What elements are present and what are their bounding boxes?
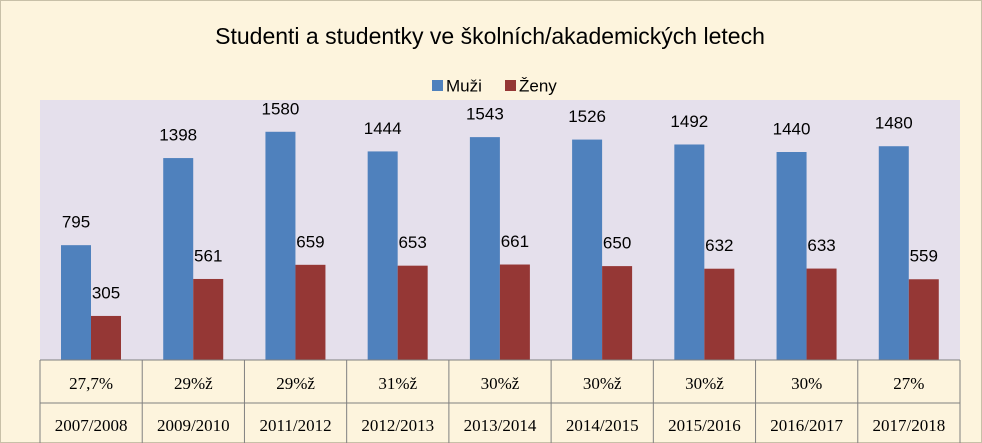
value-label: 1398: [159, 126, 197, 145]
legend-label: Muži: [446, 76, 482, 95]
value-label: 650: [603, 234, 631, 253]
x-tick-label: 2014/2015: [566, 416, 639, 435]
table-cell: 29%ž: [276, 374, 315, 393]
bar: [704, 268, 735, 360]
x-tick-label: 2007/2008: [55, 416, 128, 435]
value-label: 1440: [773, 119, 811, 138]
bar: [367, 151, 398, 360]
x-tick-label: 2012/2013: [361, 416, 434, 435]
legend-label: Ženy: [519, 76, 557, 95]
bar: [674, 144, 705, 360]
bar: [91, 315, 121, 360]
x-tick-label: 2017/2018: [873, 416, 946, 435]
x-tick-label: 2009/2010: [157, 416, 230, 435]
value-label: 1580: [262, 99, 300, 118]
bar: [806, 268, 837, 360]
value-label: 561: [194, 246, 222, 265]
bar: [265, 131, 296, 360]
table-cell: 31%ž: [378, 374, 417, 393]
legend-swatch: [432, 80, 443, 91]
bar: [295, 264, 326, 360]
value-label: 795: [62, 213, 90, 232]
x-tick-label: 2015/2016: [668, 416, 741, 435]
legend-swatch: [505, 80, 516, 91]
value-label: 1480: [875, 114, 913, 133]
x-tick-label: 2013/2014: [464, 416, 537, 435]
table-cell: 29%ž: [174, 374, 213, 393]
bar: [193, 278, 224, 360]
bar: [878, 146, 909, 360]
table-cell: 27,7%: [69, 374, 113, 393]
x-tick-label: 2016/2017: [770, 416, 843, 435]
value-label: 1492: [670, 112, 708, 131]
table-cell: 30%ž: [685, 374, 724, 393]
value-label: 1444: [364, 119, 402, 138]
bar: [397, 265, 428, 360]
value-label: 305: [92, 283, 120, 302]
value-label: 559: [910, 247, 938, 266]
table-cell: 30%: [791, 374, 822, 393]
x-tick-label: 2011/2012: [260, 416, 332, 435]
value-label: 633: [807, 236, 835, 255]
value-label: 1543: [466, 105, 504, 124]
value-label: 1526: [568, 107, 606, 126]
bar: [499, 264, 530, 360]
table-cell: 27%: [893, 374, 924, 393]
bar: [469, 137, 500, 360]
value-label: 653: [398, 233, 426, 252]
bar: [61, 245, 91, 360]
value-label: 632: [705, 236, 733, 255]
bar: [602, 266, 633, 360]
bar: [776, 152, 807, 360]
bar: [908, 279, 939, 360]
chart-title: Studenti a studentky ve školních/akademi…: [215, 23, 765, 49]
table-cell: 30%ž: [583, 374, 622, 393]
bar: [572, 139, 603, 360]
table-cell: 30%ž: [481, 374, 520, 393]
value-label: 659: [296, 232, 324, 251]
value-label: 661: [501, 232, 529, 251]
bar: [163, 158, 194, 360]
